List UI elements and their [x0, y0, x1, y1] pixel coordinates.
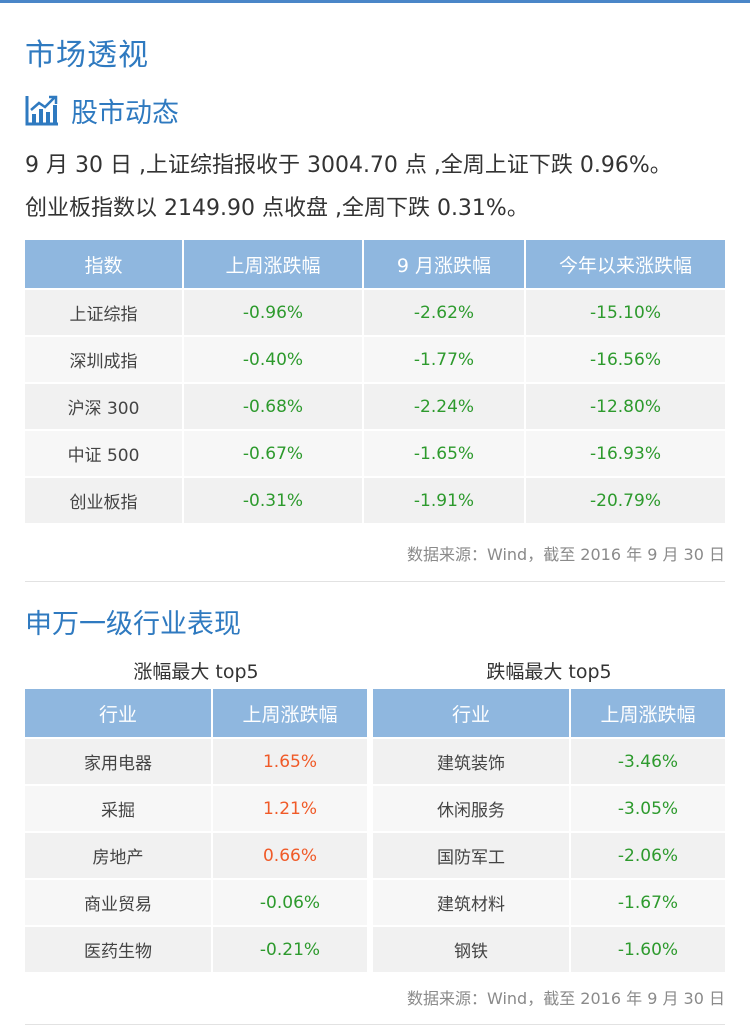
table-header-row: 指数 上周涨跌幅 9 月涨跌幅 今年以来涨跌幅: [25, 240, 725, 288]
weekly-change: 1.21%: [211, 784, 367, 831]
table-row: 深圳成指 -0.40% -1.77% -16.56%: [25, 335, 725, 382]
column-header: 上周涨跌幅: [211, 689, 367, 737]
industry-name: 房地产: [25, 831, 211, 878]
table-row: 建筑材料 -1.67%: [373, 878, 725, 925]
industry-name: 建筑装饰: [373, 737, 569, 784]
weekly-change: -3.46%: [569, 737, 725, 784]
ytd-change: -20.79%: [524, 476, 725, 523]
industry-name: 钢铁: [373, 925, 569, 972]
industry-name: 家用电器: [25, 737, 211, 784]
index-name: 沪深 300: [25, 382, 182, 429]
industry-name: 医药生物: [25, 925, 211, 972]
weekly-change: -1.60%: [569, 925, 725, 972]
index-name: 创业板指: [25, 476, 182, 523]
monthly-change: -1.65%: [362, 429, 524, 476]
column-header: 上周涨跌幅: [182, 240, 362, 288]
table-row: 房地产 0.66%: [25, 831, 367, 878]
summary-line-2: 创业板指数以 2149.90 点收盘 ,全周下跌 0.31%。: [25, 196, 529, 221]
weekly-change: -0.21%: [211, 925, 367, 972]
ytd-change: -16.56%: [524, 335, 725, 382]
table-header-row: 行业 上周涨跌幅: [25, 689, 367, 737]
table-row: 建筑装饰 -3.46%: [373, 737, 725, 784]
weekly-change: 0.66%: [211, 831, 367, 878]
top-gainers-table: 行业 上周涨跌幅 家用电器 1.65% 采掘 1.21% 房地产 0.66% 商…: [25, 689, 367, 972]
table-row: 上证综指 -0.96% -2.62% -15.10%: [25, 288, 725, 335]
monthly-change: -1.91%: [362, 476, 524, 523]
weekly-change: -0.06%: [211, 878, 367, 925]
column-header: 上周涨跌幅: [569, 689, 725, 737]
table-row: 采掘 1.21%: [25, 784, 367, 831]
weekly-change: 1.65%: [211, 737, 367, 784]
index-name: 深圳成指: [25, 335, 182, 382]
section-divider: [25, 1024, 725, 1025]
table-row: 国防军工 -2.06%: [373, 831, 725, 878]
data-source-note: 数据来源：Wind，截至 2016 年 9 月 30 日: [407, 545, 725, 564]
ytd-change: -16.93%: [524, 429, 725, 476]
table-row: 休闲服务 -3.05%: [373, 784, 725, 831]
table-row: 钢铁 -1.60%: [373, 925, 725, 972]
table-row: 家用电器 1.65%: [25, 737, 367, 784]
weekly-change: -0.40%: [182, 335, 362, 382]
column-header: 行业: [373, 689, 569, 737]
table-row: 沪深 300 -0.68% -2.24% -12.80%: [25, 382, 725, 429]
data-source-note: 数据来源：Wind，截至 2016 年 9 月 30 日: [407, 989, 725, 1008]
industry-name: 采掘: [25, 784, 211, 831]
top-gainers-caption: 涨幅最大 top5: [133, 661, 259, 683]
industry-section-title: 申万一级行业表现: [25, 609, 241, 640]
index-name: 中证 500: [25, 429, 182, 476]
summary-line-1: 9 月 30 日 ,上证综指报收于 3004.70 点 ,全周上证下跌 0.96…: [25, 153, 672, 178]
index-name: 上证综指: [25, 288, 182, 335]
table-row: 中证 500 -0.67% -1.65% -16.93%: [25, 429, 725, 476]
column-header: 指数: [25, 240, 182, 288]
weekly-change: -2.06%: [569, 831, 725, 878]
column-header: 行业: [25, 689, 211, 737]
bar-chart-trend-icon: [25, 95, 58, 126]
table-row: 创业板指 -0.31% -1.91% -20.79%: [25, 476, 725, 523]
section-divider: [25, 581, 725, 582]
page-title: 市场透视: [25, 38, 149, 73]
index-table: 指数 上周涨跌幅 9 月涨跌幅 今年以来涨跌幅 上证综指 -0.96% -2.6…: [25, 240, 725, 523]
weekly-change: -0.31%: [182, 476, 362, 523]
table-row: 商业贸易 -0.06%: [25, 878, 367, 925]
weekly-change: -1.67%: [569, 878, 725, 925]
section-title: 股市动态: [71, 97, 179, 129]
industry-name: 休闲服务: [373, 784, 569, 831]
column-header: 9 月涨跌幅: [362, 240, 524, 288]
weekly-change: -0.68%: [182, 382, 362, 429]
column-header: 今年以来涨跌幅: [524, 240, 725, 288]
section-heading-stock: 股市动态: [25, 92, 179, 129]
industry-name: 商业贸易: [25, 878, 211, 925]
table-header-row: 行业 上周涨跌幅: [373, 689, 725, 737]
industry-name: 建筑材料: [373, 878, 569, 925]
ytd-change: -15.10%: [524, 288, 725, 335]
monthly-change: -1.77%: [362, 335, 524, 382]
top-accent-bar: [0, 0, 750, 3]
monthly-change: -2.62%: [362, 288, 524, 335]
industry-name: 国防军工: [373, 831, 569, 878]
top-losers-table: 行业 上周涨跌幅 建筑装饰 -3.46% 休闲服务 -3.05% 国防军工 -2…: [373, 689, 725, 972]
weekly-change: -0.67%: [182, 429, 362, 476]
monthly-change: -2.24%: [362, 382, 524, 429]
top-losers-caption: 跌幅最大 top5: [486, 661, 612, 683]
weekly-change: -0.96%: [182, 288, 362, 335]
weekly-change: -3.05%: [569, 784, 725, 831]
table-row: 医药生物 -0.21%: [25, 925, 367, 972]
ytd-change: -12.80%: [524, 382, 725, 429]
